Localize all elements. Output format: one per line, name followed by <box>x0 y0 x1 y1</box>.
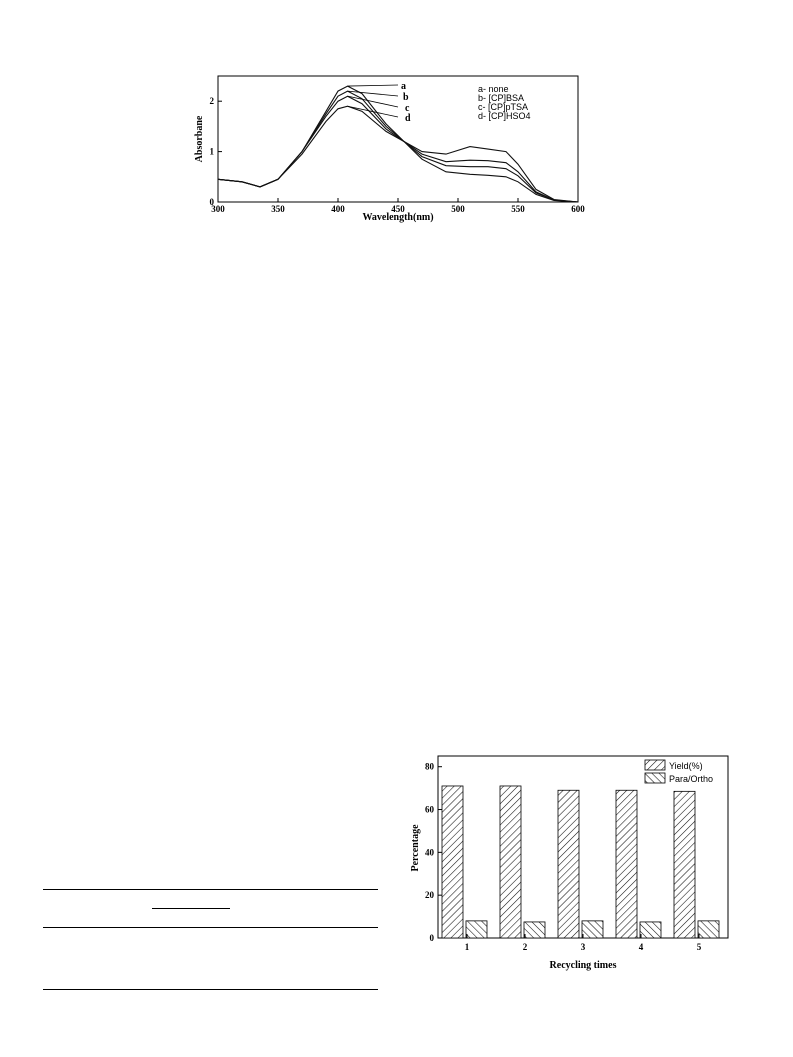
chart2-y-axis-title: Percentage <box>410 824 421 872</box>
chart2-bar-yield <box>673 790 696 939</box>
chart1-x-tick-label: 300 <box>211 204 225 214</box>
chart2-y-tick-label: 20 <box>425 890 435 900</box>
chart2-legend-label-yield: Yield(%) <box>669 761 703 771</box>
chart1-y-axis-title: Absorbane <box>194 115 205 162</box>
chart2-y-tick-label: 40 <box>425 847 435 857</box>
chart1-x-tick-label: 500 <box>451 204 465 214</box>
chart1-x-axis-title: Wavelength(nm) <box>362 212 433 223</box>
chart2-x-axis-title: Recycling times <box>550 960 617 971</box>
chart2-y-tick-label: 80 <box>425 762 435 772</box>
chart2-legend-swatch-yield <box>644 759 666 771</box>
table-header-bottom-rule <box>43 927 378 928</box>
chart2-bar-yield <box>499 785 522 939</box>
chart2-legend-label-para-ortho: Para/Ortho <box>669 774 713 784</box>
chart1-x-tick-label: 350 <box>271 204 285 214</box>
chart1-curve-label-c: c <box>405 103 410 114</box>
chart2-x-tick-label: 4 <box>639 942 644 952</box>
chart1-curve-label-d: d <box>405 113 411 124</box>
chart2-x-tick-label: 1 <box>465 942 470 952</box>
uv-vis-absorbance-chart: 0 1 2 300 350 400 450 500 550 600 Wavelength(nm)… <box>194 75 585 223</box>
chart1-curve-label-a: a <box>401 81 406 92</box>
chart2-y-tick-label: 0 <box>430 933 435 943</box>
chart1-curve-pointer-c <box>347 95 399 108</box>
chart1-x-tick-label: 450 <box>391 204 405 214</box>
chart2-bar-para-ortho <box>465 920 488 939</box>
chart2-bar-para-ortho <box>639 921 662 939</box>
chart1-legend-entry-a: a- none <box>478 84 509 94</box>
chart2-bar-para-ortho <box>697 920 720 939</box>
chart1-curve-label-b: b <box>403 92 409 103</box>
chart2-bar-yield <box>557 789 580 939</box>
chart1-curve-pointer-d <box>347 105 399 118</box>
chart1-y-tick-label: 0 <box>210 197 215 207</box>
chart2-bar-yield <box>441 785 464 939</box>
chart1-curve-pointer-b <box>347 90 399 97</box>
chart1-curve-pointer-a <box>347 84 399 87</box>
chart2-x-tick-label: 3 <box>581 942 586 952</box>
chart1-y-tick-label: 1 <box>210 147 215 157</box>
chart1-x-tick-label: 550 <box>511 204 525 214</box>
chart1-legend-entry-c: c- [CP]pTSA <box>478 102 528 112</box>
table-top-rule <box>43 889 378 890</box>
chart1-x-tick-label: 400 <box>331 204 345 214</box>
chart2-bar-para-ortho <box>581 920 604 939</box>
table-bottom-rule <box>43 989 378 990</box>
chart2-bar-yield <box>615 789 638 939</box>
chart2-x-tick-label: 5 <box>697 942 702 952</box>
table-header-group-rule <box>152 908 230 909</box>
chart1-x-tick-label: 600 <box>571 204 585 214</box>
recycling-bar-chart: 0 20 40 60 80 1 2 3 4 5 Yield(%) Para/Ortho Recy… <box>410 755 729 971</box>
chart1-series-line-d <box>217 105 579 203</box>
chart2-y-tick-label: 60 <box>425 805 435 815</box>
chart1-y-tick-label: 2 <box>210 96 215 106</box>
chart2-legend-swatch-para-ortho <box>644 772 666 784</box>
chart1-legend-entry-b: b- [CP]BSA <box>478 93 524 103</box>
chart2-bar-para-ortho <box>523 921 546 939</box>
chart2-x-tick-label: 2 <box>523 942 528 952</box>
chart1-legend-entry-d: d- [CP]HSO4 <box>478 111 531 121</box>
